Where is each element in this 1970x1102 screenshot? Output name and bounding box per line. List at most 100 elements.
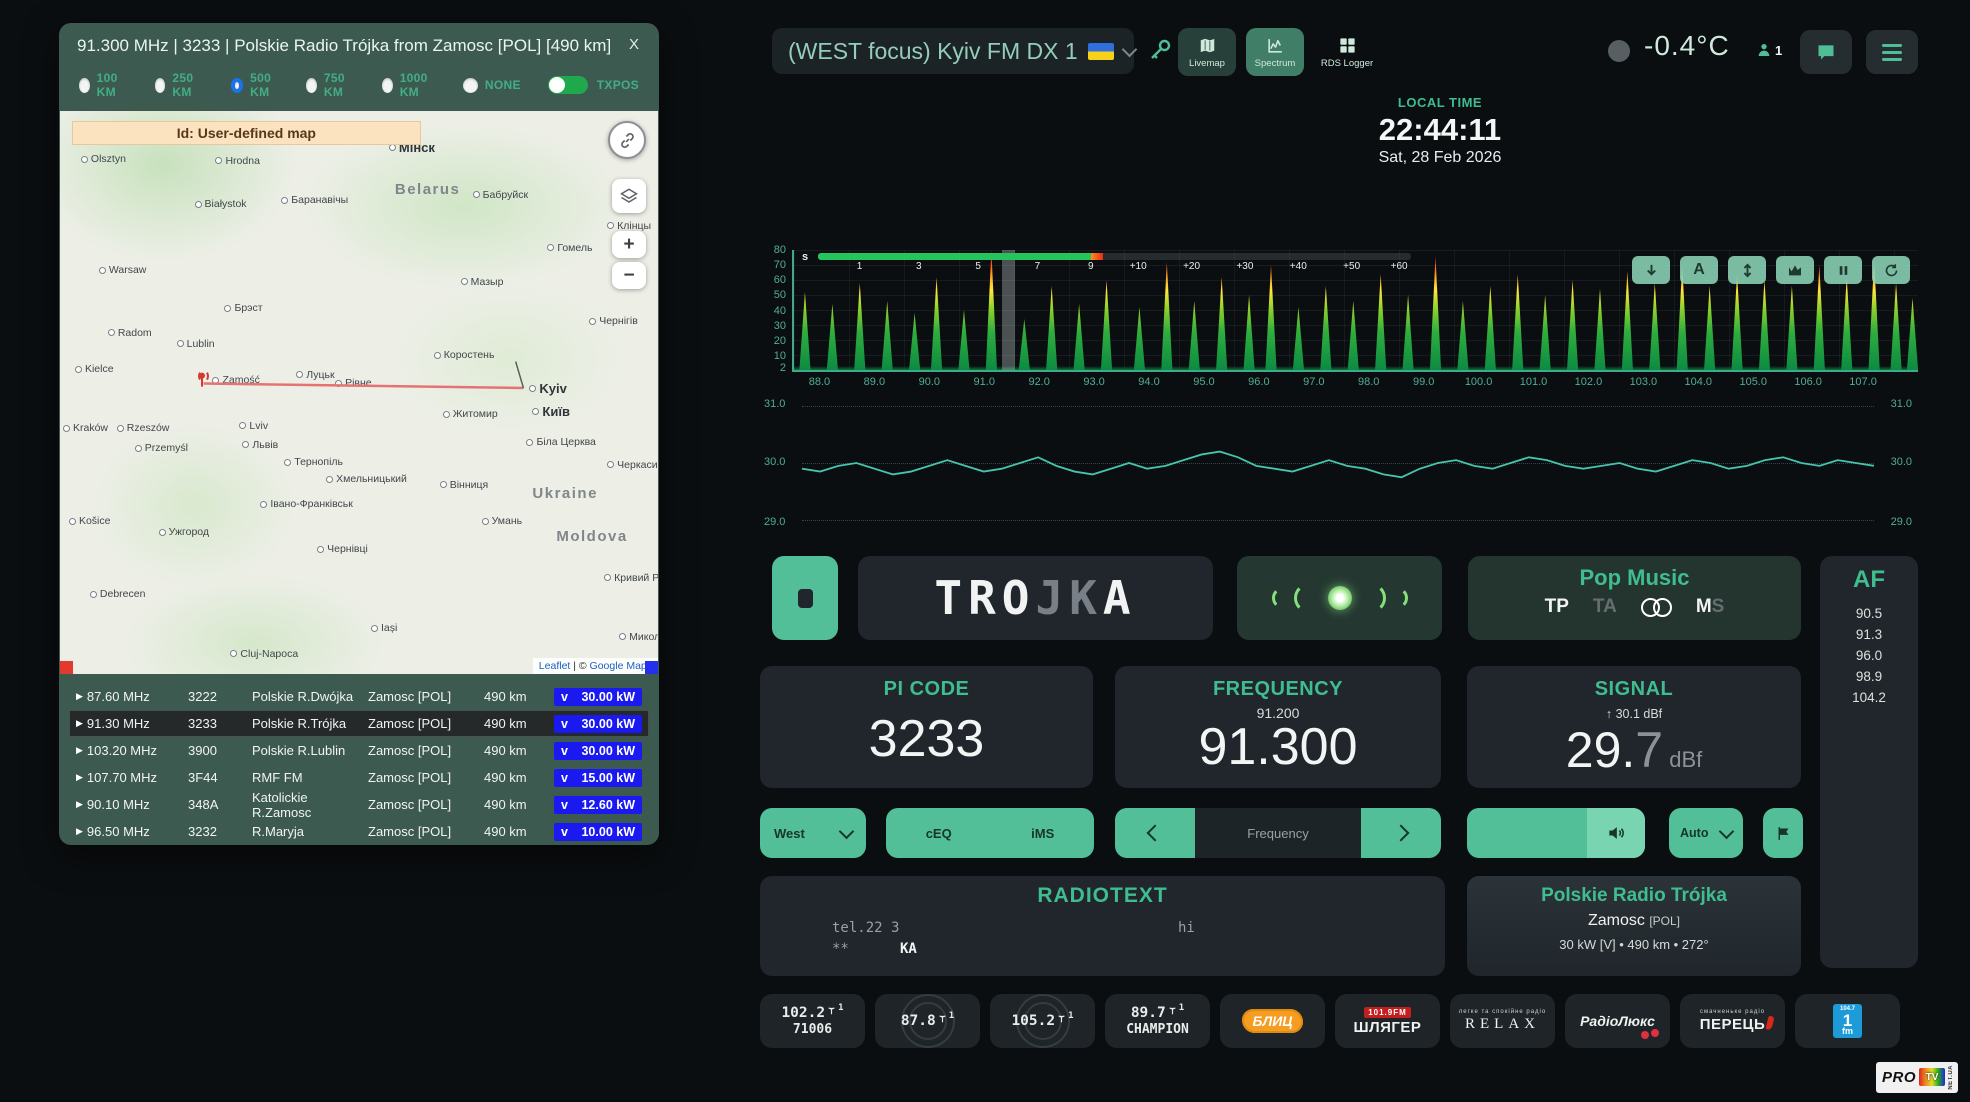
range-radio[interactable]: 500 KM bbox=[231, 71, 280, 99]
menu-button[interactable] bbox=[1866, 30, 1918, 74]
layers-icon[interactable] bbox=[612, 179, 646, 213]
s-meter-tick: +50 bbox=[1343, 261, 1360, 272]
preset-button[interactable]: 101.9FM ШЛЯГЕР bbox=[1335, 994, 1440, 1048]
table-row[interactable]: ▶103.20 MHz 3900 Polskie R.Lublin Zamosc… bbox=[69, 737, 649, 764]
local-clock: LOCAL TIME 22:44:11 Sat, 28 Feb 2026 bbox=[1310, 95, 1570, 167]
logo-sub: fm bbox=[1842, 1029, 1853, 1034]
signal-label: SIGNAL bbox=[1467, 678, 1801, 701]
google-maps-link[interactable]: Google Maps bbox=[590, 660, 652, 672]
range-radio[interactable]: 1000 KM bbox=[382, 71, 436, 99]
af-frequency[interactable]: 91.3 bbox=[1820, 625, 1918, 646]
attribution-sep: | © bbox=[570, 660, 589, 672]
autoscale-icon[interactable]: A bbox=[1680, 256, 1718, 284]
cell-name: R.Maryja bbox=[252, 824, 368, 839]
table-row[interactable]: ▶107.70 MHz 3F44 RMF FM Zamosc [POL] 490… bbox=[69, 764, 649, 791]
preset-button[interactable]: 105.2 1 bbox=[990, 994, 1095, 1048]
preset-line1: 105.2 1 bbox=[1011, 1013, 1073, 1029]
play-icon[interactable]: ▶ bbox=[76, 772, 83, 783]
preset-button[interactable]: 102.2 1 71006 bbox=[760, 994, 865, 1048]
preset-button[interactable]: 104.7 1 fm bbox=[1795, 994, 1900, 1048]
tuner-selector[interactable]: (WEST focus) Kyiv FM DX 1 bbox=[772, 28, 1134, 74]
graph-style-icon[interactable] bbox=[1776, 256, 1814, 284]
spectrum-plot[interactable]: s 13579+10+20+30+40+50+60 A bbox=[792, 250, 1918, 370]
preset-badge: 1 bbox=[1179, 1003, 1184, 1013]
protv-logo[interactable]: PRO TV NET.UA bbox=[1876, 1062, 1958, 1093]
table-row[interactable]: ▶91.30 MHz 3233 Polskie R.Trójka Zamosc … bbox=[69, 710, 649, 737]
y-tick-label: 20 bbox=[758, 335, 786, 347]
spectrum-peak bbox=[1187, 301, 1201, 370]
cell-pol: v bbox=[561, 690, 568, 704]
play-icon[interactable]: ▶ bbox=[76, 826, 83, 837]
af-frequency[interactable]: 104.2 bbox=[1820, 688, 1918, 709]
transmitter-icon bbox=[190, 367, 214, 391]
link-icon[interactable] bbox=[608, 121, 646, 159]
play-icon[interactable]: ▶ bbox=[76, 799, 83, 810]
preset-button[interactable]: 89.7 1 CHAMPION bbox=[1105, 994, 1210, 1048]
volume-handle[interactable] bbox=[1587, 808, 1645, 858]
s-meter-tick: +40 bbox=[1290, 261, 1307, 272]
preset-button[interactable]: БЛИЦ bbox=[1220, 994, 1325, 1048]
frequency-input[interactable] bbox=[1195, 808, 1361, 858]
key-icon[interactable] bbox=[1148, 38, 1172, 62]
range-radio[interactable]: 100 KM bbox=[79, 71, 128, 99]
antenna-select[interactable]: West bbox=[760, 808, 866, 858]
preset-button[interactable]: РадіоЛюкс bbox=[1565, 994, 1670, 1048]
eq-ims-buttons[interactable]: cEQ iMS bbox=[886, 808, 1094, 858]
cell-dist: 490 km bbox=[484, 689, 542, 704]
radio-dot bbox=[155, 78, 166, 93]
play-icon[interactable]: ▶ bbox=[76, 718, 83, 729]
table-row[interactable]: ▶96.50 MHz 3232 R.Maryja Zamosc [POL] 49… bbox=[69, 818, 649, 845]
map-canvas[interactable]: Id: User-defined map + − Leaflet | © Goo… bbox=[60, 111, 658, 674]
spectrum-peak bbox=[1785, 286, 1799, 370]
preset-freq: 89.7 bbox=[1131, 1005, 1166, 1021]
spectrum-analyzer: 80706050403020102 s 13579+10+20+30+40+50… bbox=[758, 250, 1918, 396]
spectrum-peak bbox=[1757, 280, 1771, 370]
nav-rds-logger-button[interactable]: RDS Logger bbox=[1318, 28, 1376, 76]
preset-freq-stack: 89.7 1 CHAMPION bbox=[1126, 1005, 1189, 1037]
scroll-down-icon[interactable] bbox=[1632, 256, 1670, 284]
txpos-toggle[interactable]: TXPOS bbox=[548, 76, 639, 94]
range-radio[interactable]: NONE bbox=[463, 78, 521, 93]
af-frequency[interactable]: 96.0 bbox=[1820, 646, 1918, 667]
ceq-button[interactable]: cEQ bbox=[926, 826, 952, 841]
spectrum-peak bbox=[1215, 277, 1229, 370]
refresh-icon[interactable] bbox=[1872, 256, 1910, 284]
table-row[interactable]: ▶87.60 MHz 3222 Polskie R.Dwójka Zamosc … bbox=[69, 683, 649, 710]
play-icon[interactable]: ▶ bbox=[76, 691, 83, 702]
frequency-down-button[interactable] bbox=[1115, 808, 1195, 858]
toggle-knob bbox=[549, 77, 565, 93]
zoom-in-button[interactable]: + bbox=[612, 231, 646, 258]
spectrum-peak bbox=[1429, 256, 1443, 370]
x-tick-label: 103.0 bbox=[1630, 376, 1658, 388]
flag-button[interactable] bbox=[1763, 808, 1803, 858]
zoom-out-button[interactable]: − bbox=[612, 262, 646, 289]
nav-spectrum-button[interactable]: Spectrum bbox=[1246, 28, 1304, 76]
af-frequency[interactable]: 98.9 bbox=[1820, 667, 1918, 688]
play-icon[interactable]: ▶ bbox=[76, 745, 83, 756]
stop-button[interactable] bbox=[772, 556, 838, 640]
table-row[interactable]: ▶90.10 MHz 348A Katolickie R.Zamosc Zamo… bbox=[69, 791, 649, 818]
close-icon[interactable]: X bbox=[627, 36, 641, 53]
vertical-scale-icon[interactable] bbox=[1728, 256, 1766, 284]
preset-button[interactable]: 87.8 1 bbox=[875, 994, 980, 1048]
ims-button[interactable]: iMS bbox=[1031, 826, 1054, 841]
range-radio[interactable]: 250 KM bbox=[155, 71, 204, 99]
preset-button[interactable]: смачненьке радіо ПЕРЕЦЬ bbox=[1680, 994, 1785, 1048]
nav-livemap-button[interactable]: Livemap bbox=[1178, 28, 1236, 76]
pause-icon[interactable] bbox=[1824, 256, 1862, 284]
cell-loc: Zamosc [POL] bbox=[368, 743, 484, 758]
frequency-up-button[interactable] bbox=[1361, 808, 1441, 858]
range-radio[interactable]: 750 KM bbox=[306, 71, 355, 99]
cell-name: Polskie R.Dwójka bbox=[252, 689, 368, 704]
leaflet-link[interactable]: Leaflet bbox=[539, 660, 571, 672]
chat-button[interactable] bbox=[1800, 30, 1852, 74]
nav-rds-label: RDS Logger bbox=[1321, 58, 1373, 69]
y-tick-label: 10 bbox=[758, 350, 786, 362]
af-frequency[interactable]: 90.5 bbox=[1820, 604, 1918, 625]
preset-logo-stack: смачненьке радіо ПЕРЕЦЬ bbox=[1700, 1009, 1766, 1033]
volume-slider[interactable] bbox=[1467, 808, 1645, 858]
cell-pol: v bbox=[561, 744, 568, 758]
toggle-switch[interactable] bbox=[548, 76, 588, 94]
mode-select[interactable]: Auto bbox=[1669, 808, 1743, 858]
preset-button[interactable]: легке та спокійне радіо RELAX bbox=[1450, 994, 1555, 1048]
